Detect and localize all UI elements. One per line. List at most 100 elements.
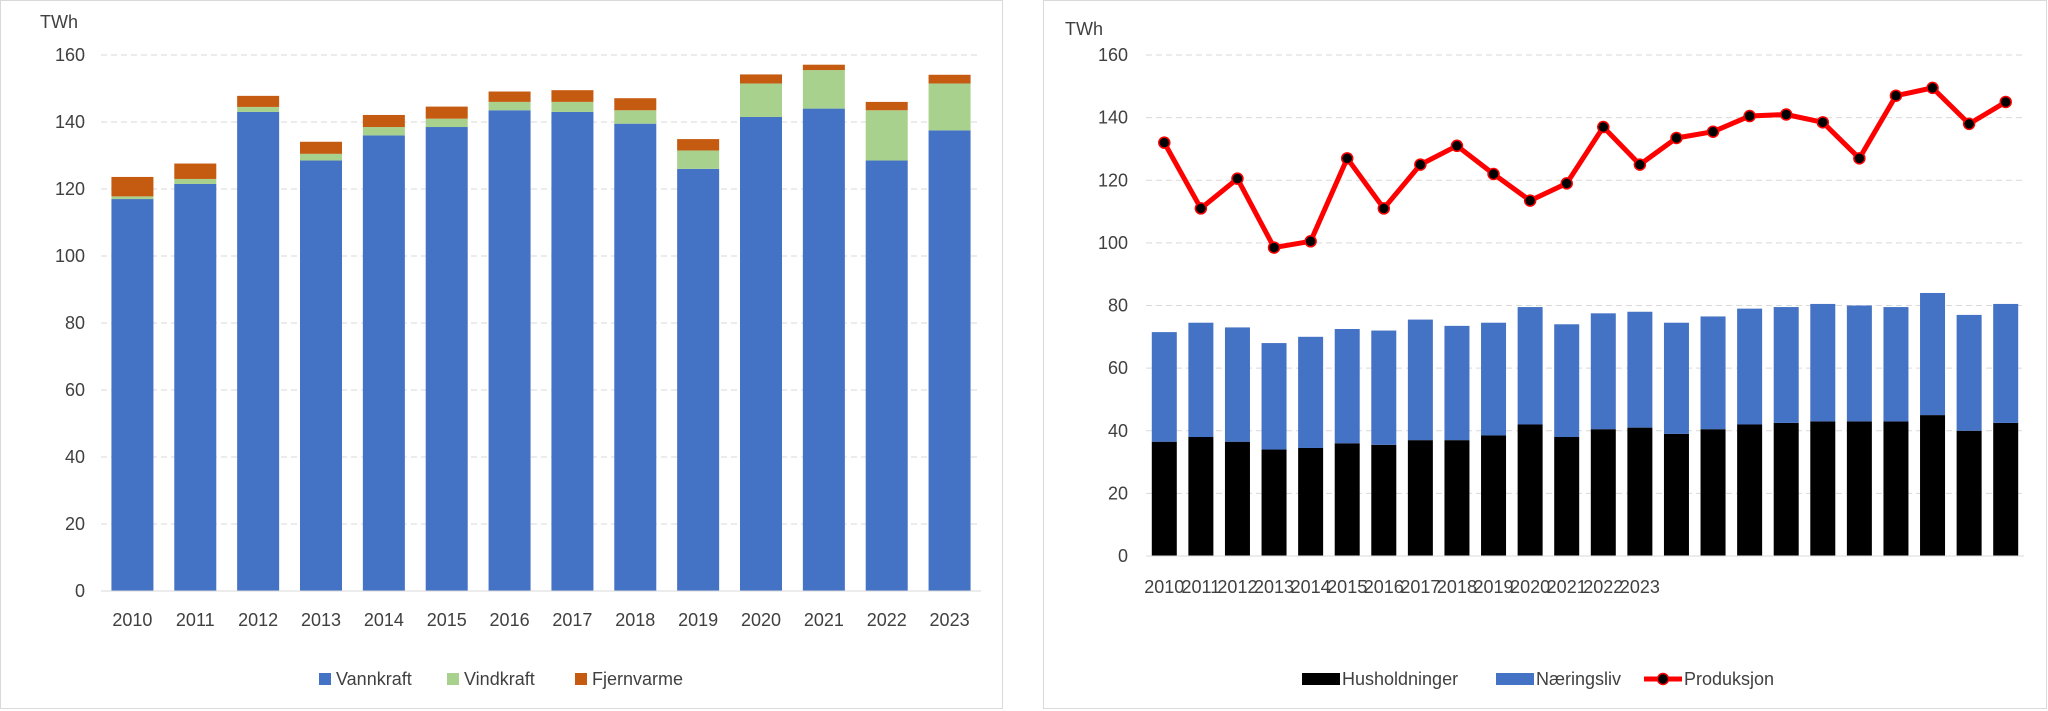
right-line-point-21 [1926,81,1939,95]
left-bar-fjernvarme-2016 [488,91,531,102]
right-bar-husholdninger-17 [1773,422,1799,556]
right-line-point-19 [1853,152,1866,165]
right-line-point-20 [1889,89,1903,102]
right-line-point-0 [1158,136,1171,149]
right-y-axis-unit: TWh [1065,19,1103,39]
right-x-tick-label: 2019 [1474,577,1514,597]
right-bar-husholdninger-22 [1956,430,1982,556]
left-y-tick-label: 100 [55,246,85,266]
left-x-tick-label: 2019 [678,610,718,630]
right-line-point-5 [1340,152,1354,165]
right-legend-swatch-næringsliv [1496,673,1534,685]
left-bar-vannkraft-2019 [677,168,720,591]
left-x-tick-label: 2013 [301,610,341,630]
right-line-point-10 [1523,194,1537,207]
left-bar-vannkraft-2014 [362,135,405,591]
left-y-axis-unit: TWh [40,12,78,32]
left-bar-vannkraft-2015 [425,127,468,592]
right-line-point-22 [1962,117,1976,131]
left-bar-vannkraft-2021 [802,108,845,591]
right-gridlines [1146,54,2024,494]
right-line-point-6 [1377,202,1391,215]
right-bar-husholdninger-19 [1846,421,1872,556]
left-legend-swatch-vindkraft [447,673,459,685]
left-legend-swatch-fjernvarme [575,673,587,685]
right-bar-husholdninger-0 [1151,441,1177,556]
right-x-tick-label: 2012 [1217,577,1257,597]
right-bar-husholdninger-5 [1334,443,1360,556]
left-bar-vindkraft-2011 [174,178,217,184]
right-bar-husholdninger-16 [1737,424,1763,556]
left-legend-label: Vannkraft [336,669,412,689]
right-y-tick-label: 80 [1108,296,1128,316]
right-line-point-23 [1999,95,2012,109]
right-legend-swatch-husholdninger [1302,673,1340,685]
right-legend-marker-produksjon [1656,672,1670,686]
left-gridlines [101,54,981,525]
right-bar-husholdninger-15 [1700,429,1726,556]
right-x-tick-label: 2021 [1547,577,1587,597]
left-bar-fjernvarme-2017 [551,90,594,102]
right-bars [1151,292,2019,556]
right-bar-husholdninger-13 [1627,427,1653,556]
right-bar-næringsliv-15 [1700,316,1726,430]
left-legend: Vannkraft Vindkraft Fjernvarme [319,669,683,689]
right-line-point-7 [1414,158,1427,171]
left-axis: 0 20 40 60 80 100 120 140 160 2010 2011 2012 2013 201… [55,45,981,630]
right-bar-næringsliv-22 [1956,314,1982,431]
right-y-tick-label: 120 [1098,170,1128,190]
left-bar-vindkraft-2012 [237,106,280,112]
left-bar-vannkraft-2010 [111,199,154,592]
right-axis: 0204060801001201401602010201120122013201… [1098,45,2024,597]
right-bar-husholdninger-14 [1663,433,1689,556]
left-bar-vannkraft-2011 [174,183,217,591]
right-x-tick-label: 2020 [1510,577,1550,597]
right-bar-husholdninger-20 [1883,421,1909,556]
left-bar-vannkraft-2017 [551,111,594,591]
left-x-tick-label: 2022 [867,610,907,630]
left-y-tick-label: 20 [65,514,85,534]
right-bar-husholdninger-10 [1517,424,1543,556]
right-y-tick-label: 40 [1108,421,1128,441]
right-line-point-15 [1706,125,1720,138]
right-y-tick-label: 140 [1098,108,1128,128]
left-bar-fjernvarme-2023 [928,74,971,84]
right-line-point-13 [1633,158,1647,171]
left-bar-vannkraft-2018 [614,123,657,592]
right-bar-næringsliv-7 [1407,319,1433,441]
right-legend: Husholdninger Næringsliv Produksjon [1302,669,1774,689]
right-line [1158,81,2012,254]
left-bar-vannkraft-2012 [237,111,280,591]
right-bar-husholdninger-6 [1371,444,1397,556]
right-bar-næringsliv-13 [1627,311,1653,428]
left-bar-fjernvarme-2013 [300,141,342,154]
left-bar-fjernvarme-2011 [174,163,217,179]
right-bar-husholdninger-23 [1993,422,2019,556]
right-x-tick-label: 2011 [1182,577,1221,597]
right-legend-label: Næringsliv [1536,669,1621,689]
left-x-tick-label: 2021 [804,610,844,630]
left-bar-vindkraft-2018 [614,110,657,124]
right-bar-næringsliv-9 [1481,322,1507,436]
right-x-tick-label: 2017 [1400,577,1440,597]
right-bar-næringsliv-8 [1444,325,1470,441]
right-line-produksjon [1162,85,2007,251]
left-bar-vannkraft-2016 [488,110,531,592]
right-bar-husholdninger-9 [1481,435,1507,556]
right-bar-husholdninger-12 [1590,429,1616,556]
right-x-tick-label: 2014 [1291,577,1331,597]
left-legend-label: Fjernvarme [592,669,683,689]
left-y-tick-label: 160 [55,45,85,65]
left-bars [111,64,971,592]
left-x-tick-label: 2010 [112,610,152,630]
left-legend-label: Vindkraft [464,669,535,689]
left-x-tick-label: 2020 [741,610,781,630]
right-x-tick-label: 2015 [1327,577,1367,597]
left-bar-vindkraft-2020 [740,83,782,117]
right-bar-næringsliv-6 [1371,330,1397,445]
left-x-tick-label: 2016 [490,610,530,630]
right-line-point-3 [1267,241,1281,254]
left-bar-fjernvarme-2020 [740,74,782,84]
right-bar-husholdninger-3 [1261,449,1287,556]
right-bar-næringsliv-21 [1920,292,1946,416]
